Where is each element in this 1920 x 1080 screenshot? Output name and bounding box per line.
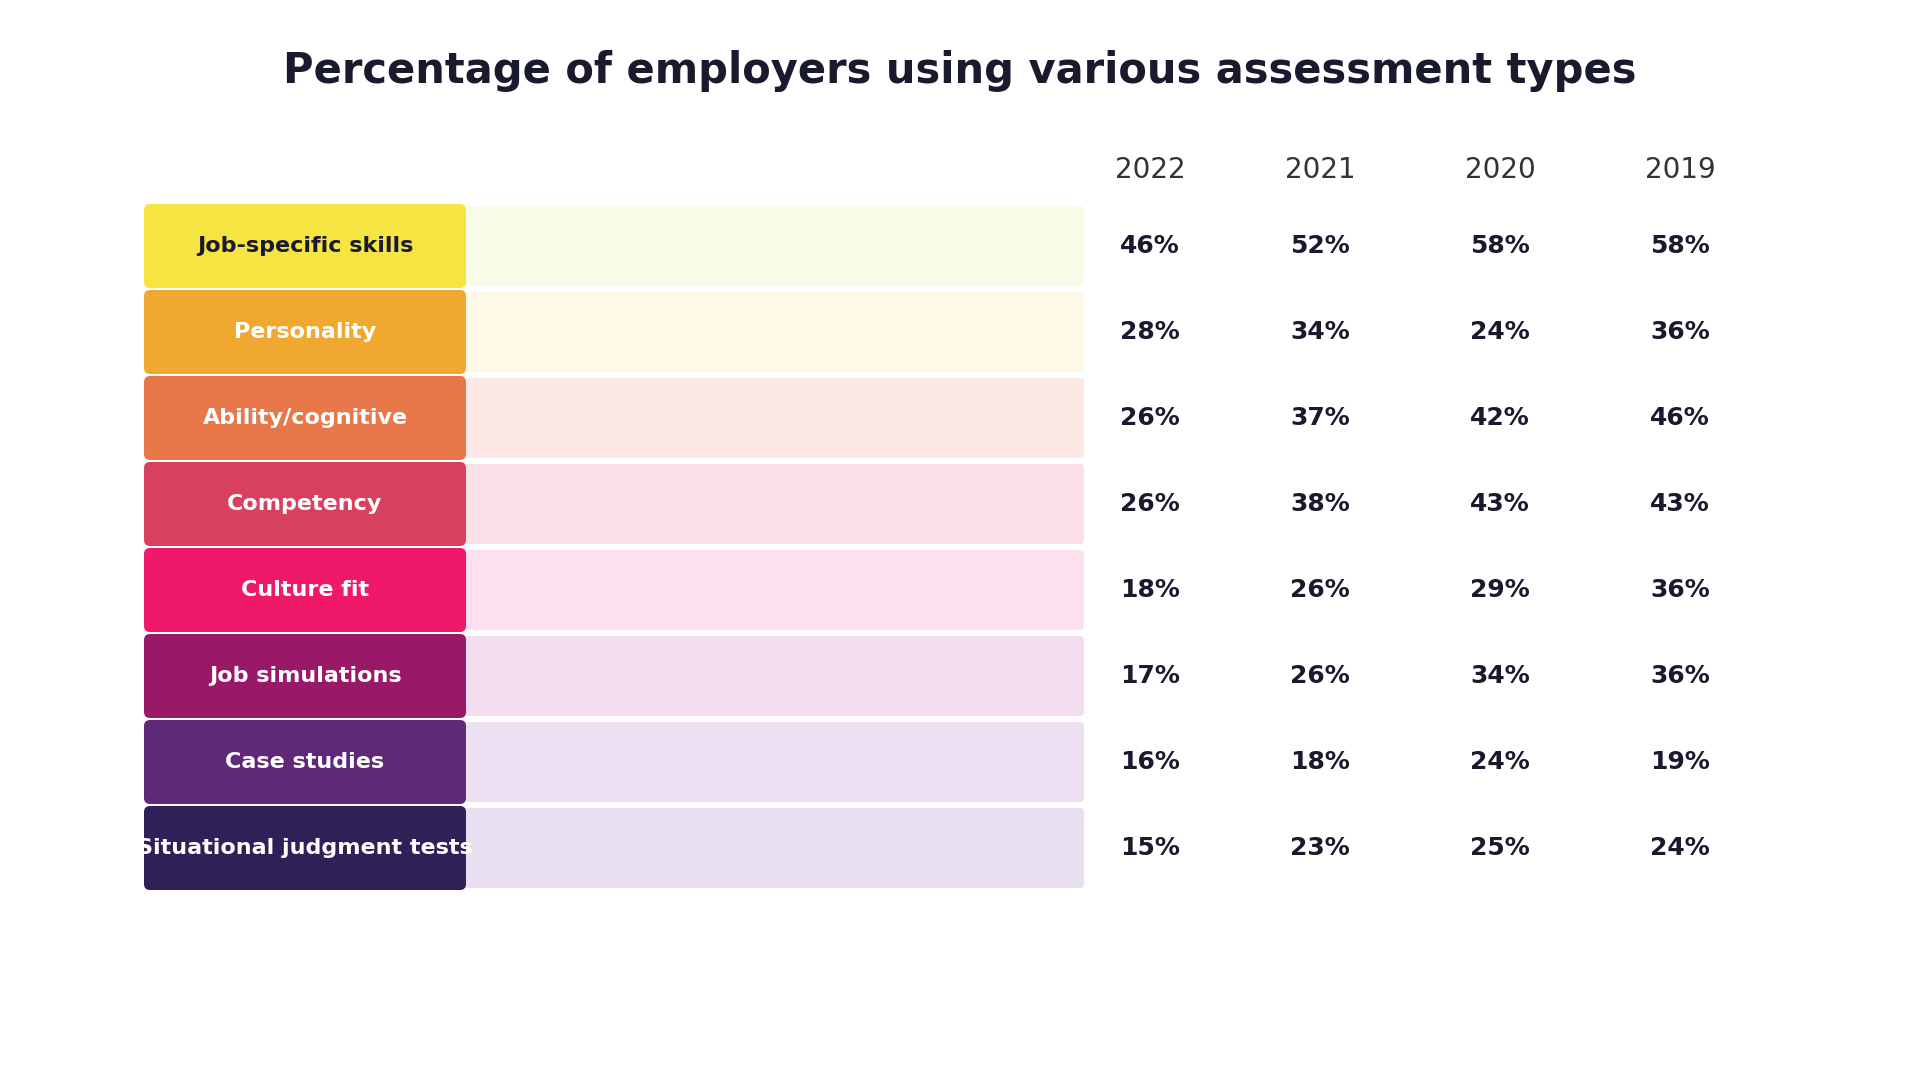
- FancyBboxPatch shape: [465, 206, 1085, 286]
- Text: 26%: 26%: [1290, 664, 1350, 688]
- Text: 34%: 34%: [1471, 664, 1530, 688]
- FancyBboxPatch shape: [144, 720, 467, 804]
- Text: 34%: 34%: [1290, 320, 1350, 345]
- FancyBboxPatch shape: [144, 634, 467, 718]
- FancyBboxPatch shape: [144, 548, 467, 632]
- Text: 24%: 24%: [1471, 750, 1530, 774]
- FancyBboxPatch shape: [144, 376, 467, 460]
- Text: 25%: 25%: [1471, 836, 1530, 860]
- Text: 26%: 26%: [1119, 406, 1181, 430]
- FancyBboxPatch shape: [465, 550, 1085, 630]
- FancyBboxPatch shape: [465, 464, 1085, 544]
- Text: 28%: 28%: [1119, 320, 1181, 345]
- Text: 17%: 17%: [1119, 664, 1181, 688]
- Text: 36%: 36%: [1649, 320, 1711, 345]
- Text: 26%: 26%: [1290, 578, 1350, 602]
- FancyBboxPatch shape: [465, 723, 1085, 802]
- Text: 24%: 24%: [1471, 320, 1530, 345]
- Text: Job-specific skills: Job-specific skills: [198, 237, 413, 256]
- FancyBboxPatch shape: [465, 292, 1085, 372]
- Text: 26%: 26%: [1119, 492, 1181, 516]
- Text: 36%: 36%: [1649, 578, 1711, 602]
- FancyBboxPatch shape: [465, 378, 1085, 458]
- Text: 2022: 2022: [1116, 156, 1185, 184]
- Text: 24%: 24%: [1649, 836, 1711, 860]
- FancyBboxPatch shape: [465, 808, 1085, 888]
- Text: 2021: 2021: [1284, 156, 1356, 184]
- Text: 29%: 29%: [1471, 578, 1530, 602]
- Text: 43%: 43%: [1471, 492, 1530, 516]
- Text: Culture fit: Culture fit: [240, 580, 369, 600]
- Text: 46%: 46%: [1649, 406, 1711, 430]
- Text: Percentage of employers using various assessment types: Percentage of employers using various as…: [284, 50, 1636, 92]
- Text: 37%: 37%: [1290, 406, 1350, 430]
- Text: 2019: 2019: [1645, 156, 1715, 184]
- Text: Ability/cognitive: Ability/cognitive: [202, 408, 407, 428]
- Text: 16%: 16%: [1119, 750, 1181, 774]
- Text: Personality: Personality: [234, 322, 376, 342]
- Text: 2020: 2020: [1465, 156, 1536, 184]
- Text: 36%: 36%: [1649, 664, 1711, 688]
- FancyBboxPatch shape: [465, 636, 1085, 716]
- Text: 15%: 15%: [1119, 836, 1181, 860]
- Text: Job simulations: Job simulations: [209, 666, 401, 686]
- Text: 42%: 42%: [1471, 406, 1530, 430]
- Text: 58%: 58%: [1471, 234, 1530, 258]
- FancyBboxPatch shape: [144, 204, 467, 288]
- Text: Competency: Competency: [227, 494, 382, 514]
- FancyBboxPatch shape: [144, 462, 467, 546]
- FancyBboxPatch shape: [144, 806, 467, 890]
- Text: 43%: 43%: [1649, 492, 1711, 516]
- Text: 23%: 23%: [1290, 836, 1350, 860]
- Text: 18%: 18%: [1119, 578, 1181, 602]
- Text: Situational judgment tests: Situational judgment tests: [136, 838, 472, 858]
- Text: 19%: 19%: [1649, 750, 1711, 774]
- Text: 38%: 38%: [1290, 492, 1350, 516]
- FancyBboxPatch shape: [144, 291, 467, 374]
- Text: 18%: 18%: [1290, 750, 1350, 774]
- Text: Case studies: Case studies: [225, 752, 384, 772]
- Text: 52%: 52%: [1290, 234, 1350, 258]
- Text: 58%: 58%: [1649, 234, 1711, 258]
- Text: 46%: 46%: [1119, 234, 1181, 258]
